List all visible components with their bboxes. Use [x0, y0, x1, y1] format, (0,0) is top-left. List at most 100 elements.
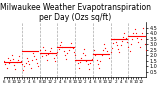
Point	[61, 46, 64, 47]
Point	[56, 51, 59, 53]
Point	[137, 41, 140, 43]
Point	[90, 58, 93, 59]
Point	[50, 47, 52, 48]
Point	[141, 33, 144, 34]
Point	[88, 68, 90, 69]
Point	[129, 44, 132, 45]
Point	[32, 52, 35, 54]
Point	[140, 38, 142, 39]
Point	[111, 47, 113, 48]
Point	[55, 55, 57, 56]
Point	[40, 52, 42, 54]
Point	[12, 58, 14, 59]
Point	[29, 67, 32, 68]
Point	[135, 33, 137, 34]
Point	[53, 60, 56, 62]
Point	[102, 49, 104, 51]
Point	[64, 55, 66, 56]
Point	[108, 57, 111, 58]
Point	[86, 64, 89, 65]
Point	[136, 37, 138, 38]
Point	[33, 56, 36, 57]
Point	[57, 48, 60, 49]
Point	[99, 60, 102, 62]
Point	[14, 68, 17, 69]
Point	[67, 49, 70, 51]
Point	[46, 59, 48, 60]
Point	[93, 49, 95, 51]
Point	[117, 48, 119, 49]
Point	[42, 46, 45, 47]
Point	[116, 45, 118, 46]
Point	[104, 47, 107, 48]
Point	[144, 44, 146, 45]
Point	[138, 46, 141, 47]
Point	[122, 36, 124, 37]
Point	[123, 33, 126, 34]
Point	[38, 49, 41, 51]
Point	[113, 38, 116, 39]
Point	[124, 37, 127, 38]
Point	[41, 56, 43, 57]
Point	[31, 59, 33, 60]
Point	[71, 47, 74, 48]
Point	[13, 65, 16, 66]
Point	[20, 64, 23, 65]
Point	[18, 56, 21, 57]
Point	[26, 57, 28, 58]
Point	[105, 50, 108, 52]
Point	[79, 61, 81, 63]
Point	[22, 69, 24, 70]
Point	[43, 49, 46, 51]
Point	[76, 62, 79, 64]
Point	[128, 50, 131, 52]
Point	[131, 38, 133, 39]
Point	[65, 58, 68, 59]
Point	[121, 40, 123, 42]
Point	[133, 28, 136, 30]
Point	[127, 46, 130, 47]
Point	[36, 62, 38, 64]
Point	[17, 59, 19, 60]
Point	[45, 55, 47, 56]
Point	[92, 54, 94, 55]
Point	[145, 49, 147, 51]
Point	[48, 50, 51, 52]
Point	[24, 62, 27, 64]
Point	[8, 62, 10, 64]
Point	[72, 51, 75, 53]
Point	[85, 60, 88, 62]
Point	[52, 57, 55, 58]
Point	[59, 45, 61, 46]
Point	[19, 60, 22, 62]
Point	[3, 60, 5, 62]
Point	[83, 48, 85, 49]
Point	[78, 67, 80, 68]
Point	[97, 64, 99, 65]
Point	[69, 46, 71, 47]
Point	[109, 51, 112, 53]
Point	[28, 64, 31, 65]
Point	[74, 55, 76, 56]
Point	[66, 52, 69, 54]
Point	[107, 54, 109, 55]
Point	[89, 62, 92, 64]
Point	[9, 59, 12, 60]
Point	[62, 50, 65, 52]
Point	[47, 54, 50, 55]
Point	[132, 33, 135, 34]
Point	[119, 45, 122, 46]
Point	[81, 52, 84, 54]
Point	[94, 55, 97, 56]
Point	[16, 61, 18, 63]
Point	[112, 43, 114, 44]
Point	[118, 51, 121, 53]
Point	[75, 59, 78, 60]
Point	[142, 27, 145, 28]
Point	[70, 43, 72, 44]
Point	[84, 55, 86, 56]
Point	[7, 57, 9, 58]
Point	[126, 41, 128, 43]
Point	[10, 55, 13, 56]
Point	[4, 64, 7, 65]
